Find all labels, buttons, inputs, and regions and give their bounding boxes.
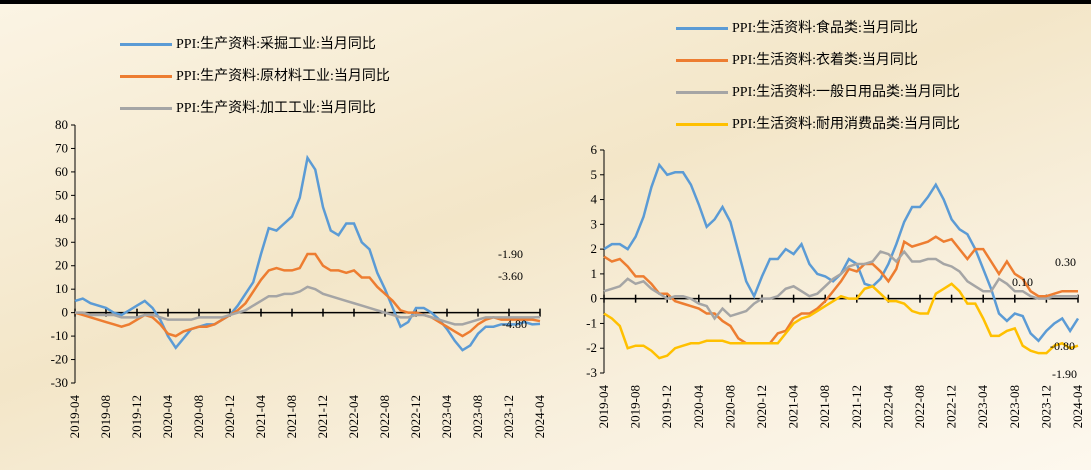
legend-item: PPI:生产资料:原材料工业:当月同比 xyxy=(120,68,540,85)
x-tick-label: 2021-12 xyxy=(849,385,864,428)
series-line xyxy=(603,282,1079,360)
x-tick-label: 2022-08 xyxy=(377,395,392,438)
x-tick-label: 2023-12 xyxy=(501,395,516,438)
annotation: -3.60 xyxy=(498,269,523,283)
x-tick-label: 2021-08 xyxy=(817,385,832,428)
legend-label: PPI:生活资料:耐用消费品类:当月同比 xyxy=(732,117,960,132)
x-tick-label: 2024-04 xyxy=(1070,385,1085,429)
series-line xyxy=(74,252,541,338)
series-line xyxy=(603,235,1078,345)
legend-label: PPI:生产资料:加工工业:当月同比 xyxy=(176,101,376,116)
legend-swatch xyxy=(676,27,728,30)
y-tick-label: 10 xyxy=(55,281,68,296)
x-tick-label: 2022-04 xyxy=(346,395,361,439)
x-tick-label: 2021-08 xyxy=(284,395,299,438)
x-tick-label: 2020-12 xyxy=(754,385,769,428)
x-tick-label: 2022-04 xyxy=(880,385,895,429)
legend-item: PPI:生产资料:加工工业:当月同比 xyxy=(120,100,540,117)
y-tick-label: 40 xyxy=(55,211,68,226)
legend-swatch xyxy=(120,75,172,78)
legend-item: PPI:生活资料:食品类:当月同比 xyxy=(676,20,1026,37)
series-line xyxy=(75,285,541,326)
legend-swatch xyxy=(120,107,172,110)
y-tick-label: 2 xyxy=(591,241,598,256)
x-tick-label: 2023-04 xyxy=(439,395,454,439)
y-tick-label: 5 xyxy=(591,167,598,182)
x-tick-label: 2019-12 xyxy=(129,395,144,438)
x-tick-label: 2020-04 xyxy=(691,385,706,429)
x-tick-label: 2022-12 xyxy=(944,385,959,428)
legend-label: PPI:生活资料:一般日用品类:当月同比 xyxy=(732,85,960,100)
annotation: -1.90 xyxy=(1052,367,1077,381)
legend-item: PPI:生活资料:衣着类:当月同比 xyxy=(676,52,1026,69)
legend-label: PPI:生产资料:原材料工业:当月同比 xyxy=(176,69,390,84)
x-tick-label: 2019-08 xyxy=(628,385,643,428)
legend-item: PPI:生活资料:一般日用品类:当月同比 xyxy=(676,84,1026,101)
annotation: -4.80 xyxy=(502,317,527,331)
annotation: -1.90 xyxy=(498,247,523,261)
y-tick-label: -2 xyxy=(586,340,597,355)
series-line xyxy=(603,162,1080,343)
x-tick-label: 2021-04 xyxy=(253,395,268,439)
y-tick-label: 1 xyxy=(591,266,598,281)
top-rule xyxy=(0,0,1091,4)
y-tick-label: -30 xyxy=(51,375,68,390)
annotation: 0.30 xyxy=(1055,255,1076,269)
y-tick-label: 30 xyxy=(55,234,68,249)
y-tick-label: 80 xyxy=(55,117,68,132)
series-line xyxy=(74,154,541,352)
y-tick-label: -1 xyxy=(586,315,597,330)
legend-label: PPI:生产资料:采掘工业:当月同比 xyxy=(176,37,376,52)
x-tick-label: 2019-12 xyxy=(659,385,674,428)
legend-item: PPI:生产资料:采掘工业:当月同比 xyxy=(120,36,540,53)
annotation: 0.10 xyxy=(1012,275,1033,289)
legend-swatch xyxy=(676,91,728,94)
x-tick-label: 2024-04 xyxy=(532,395,547,439)
x-tick-label: 2022-12 xyxy=(408,395,423,438)
y-tick-label: -10 xyxy=(51,328,68,343)
x-tick-label: 2021-04 xyxy=(786,385,801,429)
x-tick-label: 2023-04 xyxy=(975,385,990,429)
x-tick-label: 2022-08 xyxy=(912,385,927,428)
y-tick-label: 3 xyxy=(591,216,598,231)
x-tick-label: 2020-08 xyxy=(191,395,206,438)
y-tick-label: -3 xyxy=(586,365,597,380)
x-tick-label: 2023-08 xyxy=(1007,385,1022,428)
y-tick-label: 70 xyxy=(55,140,68,155)
legend-swatch xyxy=(676,59,728,62)
y-tick-label: 60 xyxy=(55,164,68,179)
y-tick-label: 4 xyxy=(591,192,598,207)
y-tick-label: 0 xyxy=(591,291,598,306)
x-tick-label: 2023-12 xyxy=(1038,385,1053,428)
series-line xyxy=(603,249,1078,321)
y-tick-label: 50 xyxy=(55,187,68,202)
x-tick-label: 2020-04 xyxy=(160,395,175,439)
y-tick-label: 0 xyxy=(62,305,69,320)
legend-swatch xyxy=(120,43,172,46)
legend: PPI:生活资料:食品类:当月同比 PPI:生活资料:衣着类:当月同比 PPI:生活… xyxy=(676,20,1026,148)
y-tick-label: -20 xyxy=(51,352,68,367)
legend: PPI:生产资料:采掘工业:当月同比 PPI:生产资料:原材料工业:当月同比 PPI… xyxy=(120,36,540,132)
legend-item: PPI:生活资料:耐用消费品类:当月同比 xyxy=(676,116,1026,133)
legend-label: PPI:生活资料:食品类:当月同比 xyxy=(732,21,918,36)
y-tick-label: 20 xyxy=(55,258,68,273)
x-tick-label: 2020-12 xyxy=(222,395,237,438)
legend-swatch xyxy=(676,123,728,126)
y-tick-label: 6 xyxy=(591,142,598,157)
legend-label: PPI:生活资料:衣着类:当月同比 xyxy=(732,53,918,68)
x-tick-label: 2019-08 xyxy=(98,395,113,438)
annotation: -0.80 xyxy=(1050,339,1075,353)
x-tick-label: 2020-08 xyxy=(722,385,737,428)
x-tick-label: 2023-08 xyxy=(470,395,485,438)
x-tick-label: 2019-04 xyxy=(596,385,611,429)
x-tick-label: 2019-04 xyxy=(67,395,82,439)
x-tick-label: 2021-12 xyxy=(315,395,330,438)
